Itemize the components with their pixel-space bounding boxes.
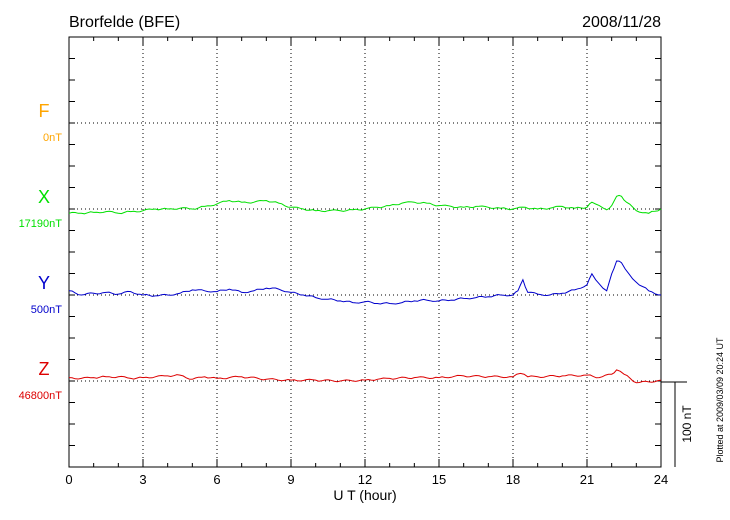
series-baseline-z: 46800nT (19, 390, 63, 402)
series-name-f: F (39, 101, 50, 121)
x-tick-label: 9 (287, 472, 294, 487)
x-tick-label: 3 (139, 472, 146, 487)
scale-bar: 100 nT (661, 381, 694, 467)
series-layer (68, 194, 662, 384)
x-tick-label: 24 (654, 472, 668, 487)
scale-bar-label: 100 nT (680, 405, 694, 443)
series-baseline-y: 500nT (31, 304, 62, 316)
label-layer: F 0nT X 17190nT Y 500nT Z 46800nT (19, 101, 63, 402)
series-line-z (68, 369, 662, 384)
series-name-z: Z (39, 359, 50, 379)
series-line-y (68, 260, 662, 305)
x-tick-label: 0 (65, 472, 72, 487)
x-tick-label: 12 (358, 472, 372, 487)
x-tick-label: 15 (432, 472, 446, 487)
chart-title: Brorfelde (BFE) (69, 14, 180, 31)
tick-layer: 0 3 6 9 12 15 18 21 24 (65, 36, 668, 487)
series-line-x (68, 194, 662, 215)
x-tick-label: 21 (580, 472, 594, 487)
series-baseline-x: 17190nT (19, 218, 63, 230)
chart-date: 2008/11/28 (582, 14, 661, 31)
plotted-at-note: Plotted at 2009/03/09 20:24 UT (715, 337, 725, 463)
grid-layer (69, 37, 661, 467)
series-baseline-f: 0nT (43, 132, 62, 144)
x-tick-label: 6 (213, 472, 220, 487)
x-tick-label: 18 (506, 472, 520, 487)
series-name-x: X (38, 187, 50, 207)
series-name-y: Y (38, 273, 50, 293)
x-axis-label: U T (hour) (333, 487, 396, 503)
